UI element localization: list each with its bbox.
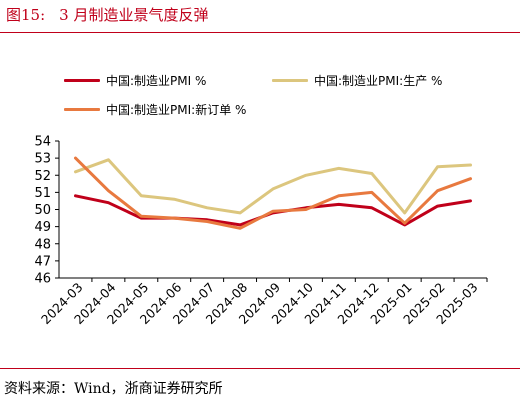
legend-label-production: 中国:制造业PMI:生产 % (314, 74, 443, 88)
legend-swatch-pmi (64, 79, 100, 82)
figure-title: 图15: 3 月制造业景气度反弹 (6, 4, 208, 25)
y-tick-label: 51 (34, 186, 51, 201)
y-tick-label: 47 (34, 254, 51, 269)
y-tick-label: 49 (34, 220, 51, 235)
series-line-production (74, 158, 472, 215)
bottom-rule (0, 368, 520, 369)
y-tick-label: 52 (34, 169, 51, 184)
y-tick-label: 50 (34, 203, 51, 218)
series-line-pmi (74, 194, 472, 227)
figure-number: 图15: (6, 6, 46, 24)
y-tick-label: 53 (34, 152, 51, 167)
series-line-new-orders (74, 156, 472, 230)
legend-item-new-orders: 中国:制造业PMI:新订单 % (64, 101, 246, 118)
top-rule (0, 32, 520, 33)
y-tick-label: 54 (34, 135, 51, 150)
legend-swatch-production (272, 79, 308, 82)
legend-item-pmi: 中国:制造业PMI % (64, 72, 206, 89)
legend-label-pmi: 中国:制造业PMI % (106, 74, 207, 88)
y-tick-label: 48 (34, 237, 51, 252)
figure-caption: 3 月制造业景气度反弹 (59, 6, 209, 24)
legend-swatch-new-orders (64, 108, 100, 111)
source-note: 资料来源：Wind，浙商证券研究所 (4, 381, 223, 397)
legend-label-new-orders: 中国:制造业PMI:新订单 % (106, 103, 247, 117)
y-tick-label: 46 (34, 272, 51, 287)
legend-item-production: 中国:制造业PMI:生产 % (272, 72, 442, 89)
